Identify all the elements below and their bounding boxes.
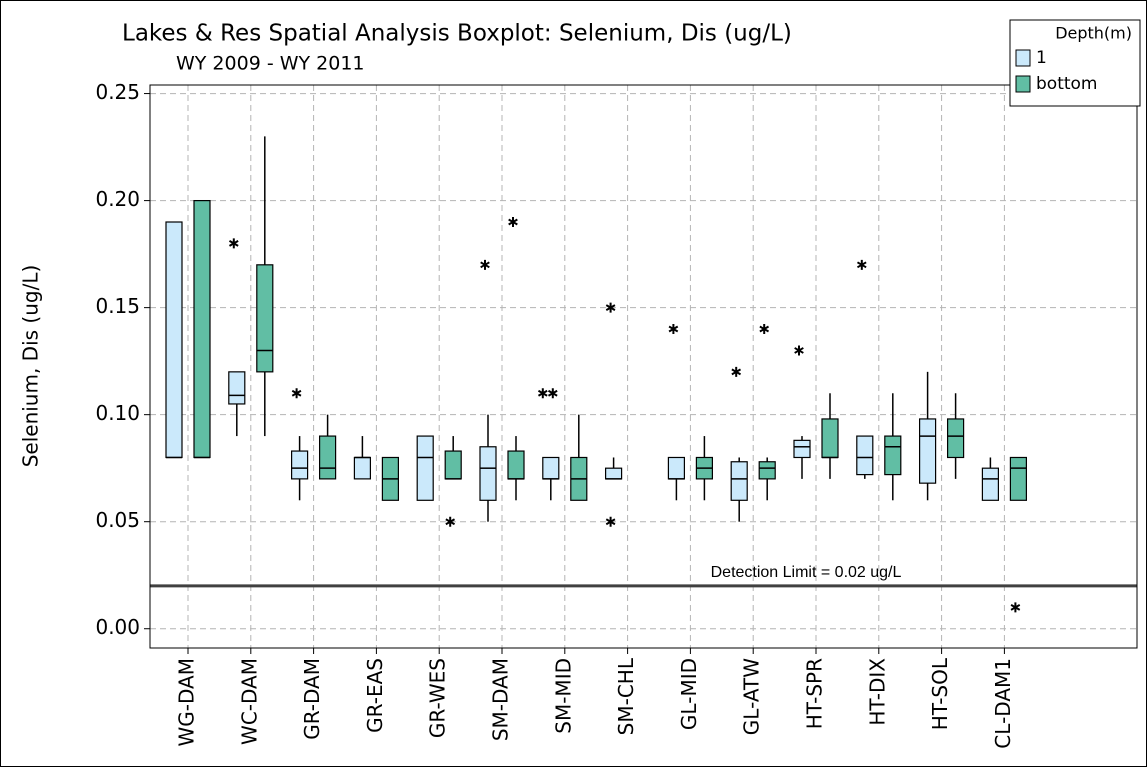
x-tick-label: GR-WES xyxy=(426,658,450,738)
box xyxy=(946,418,965,459)
box xyxy=(856,435,874,476)
box xyxy=(479,446,497,501)
box xyxy=(193,199,211,459)
x-tick-label: SM-CHL xyxy=(614,657,638,735)
outlier xyxy=(480,259,490,270)
x-tick-label: SM-MID xyxy=(551,658,575,734)
plot-border xyxy=(149,84,1138,649)
y-tick-label: 0.25 xyxy=(95,80,140,104)
x-tick-label: WG-DAM xyxy=(175,658,199,746)
x-tick-label: CL-DAM1 xyxy=(991,658,1015,749)
x-tick-label: GR-EAS xyxy=(363,658,387,733)
box xyxy=(542,456,560,480)
box xyxy=(291,450,309,480)
box xyxy=(604,467,623,480)
chart-title: Lakes & Res Spatial Analysis Boxplot: Se… xyxy=(122,21,792,47)
outlier xyxy=(291,388,302,399)
legend-label: 1 xyxy=(1036,48,1047,68)
box xyxy=(758,461,776,480)
y-tick-label: 0.00 xyxy=(95,615,140,639)
box xyxy=(821,418,839,459)
box xyxy=(884,435,902,476)
box xyxy=(730,461,748,501)
box xyxy=(444,450,462,480)
x-tick-label: GR-DAM xyxy=(300,658,324,740)
box xyxy=(667,456,686,480)
box xyxy=(165,221,183,459)
box xyxy=(507,450,525,480)
box xyxy=(981,467,1000,501)
legend-title: Depth(m) xyxy=(1055,24,1132,43)
legend-swatch xyxy=(1015,75,1031,93)
box xyxy=(256,264,274,373)
legend-swatch xyxy=(1015,49,1031,67)
plot-background xyxy=(150,85,1137,648)
x-tick-label: WC-DAM xyxy=(237,658,261,745)
outlier xyxy=(537,388,548,399)
reference-label: Detection Limit = 0.02 ug/L xyxy=(711,564,902,581)
x-tick-label: HT-SOL xyxy=(928,657,952,730)
y-tick-label: 0.10 xyxy=(95,401,140,425)
box xyxy=(353,456,371,480)
outlier xyxy=(759,324,770,335)
outlier xyxy=(731,366,742,377)
outlier xyxy=(228,238,239,249)
outlier xyxy=(605,302,616,313)
x-tick-label: SM-DAM xyxy=(489,658,513,741)
outlier xyxy=(547,388,558,399)
outlier xyxy=(605,516,616,527)
box xyxy=(319,435,337,480)
box xyxy=(1009,456,1028,501)
y-tick-label: 0.05 xyxy=(95,508,140,532)
y-axis-label: Selenium, Dis (ug/L) xyxy=(19,265,43,468)
y-tick-label: 0.15 xyxy=(95,294,140,318)
outlier xyxy=(856,259,867,270)
box xyxy=(228,371,246,405)
outlier xyxy=(445,516,456,527)
box xyxy=(416,435,434,501)
x-tick-label: HT-DIX xyxy=(865,658,889,726)
x-tick-label: HT-SPR xyxy=(803,658,827,729)
box xyxy=(793,439,811,459)
legend-box xyxy=(1009,19,1141,107)
x-tick-label: GL-ATW xyxy=(740,658,764,735)
chart-subtitle: WY 2009 - WY 2011 xyxy=(176,53,365,75)
box xyxy=(918,418,937,484)
outlier xyxy=(1010,602,1021,613)
outlier xyxy=(794,345,804,356)
legend-label: bottom xyxy=(1036,74,1097,94)
outlier xyxy=(508,217,518,228)
x-tick-label: GL-MID xyxy=(677,658,701,730)
y-tick-label: 0.20 xyxy=(95,187,140,211)
outlier xyxy=(668,324,679,335)
